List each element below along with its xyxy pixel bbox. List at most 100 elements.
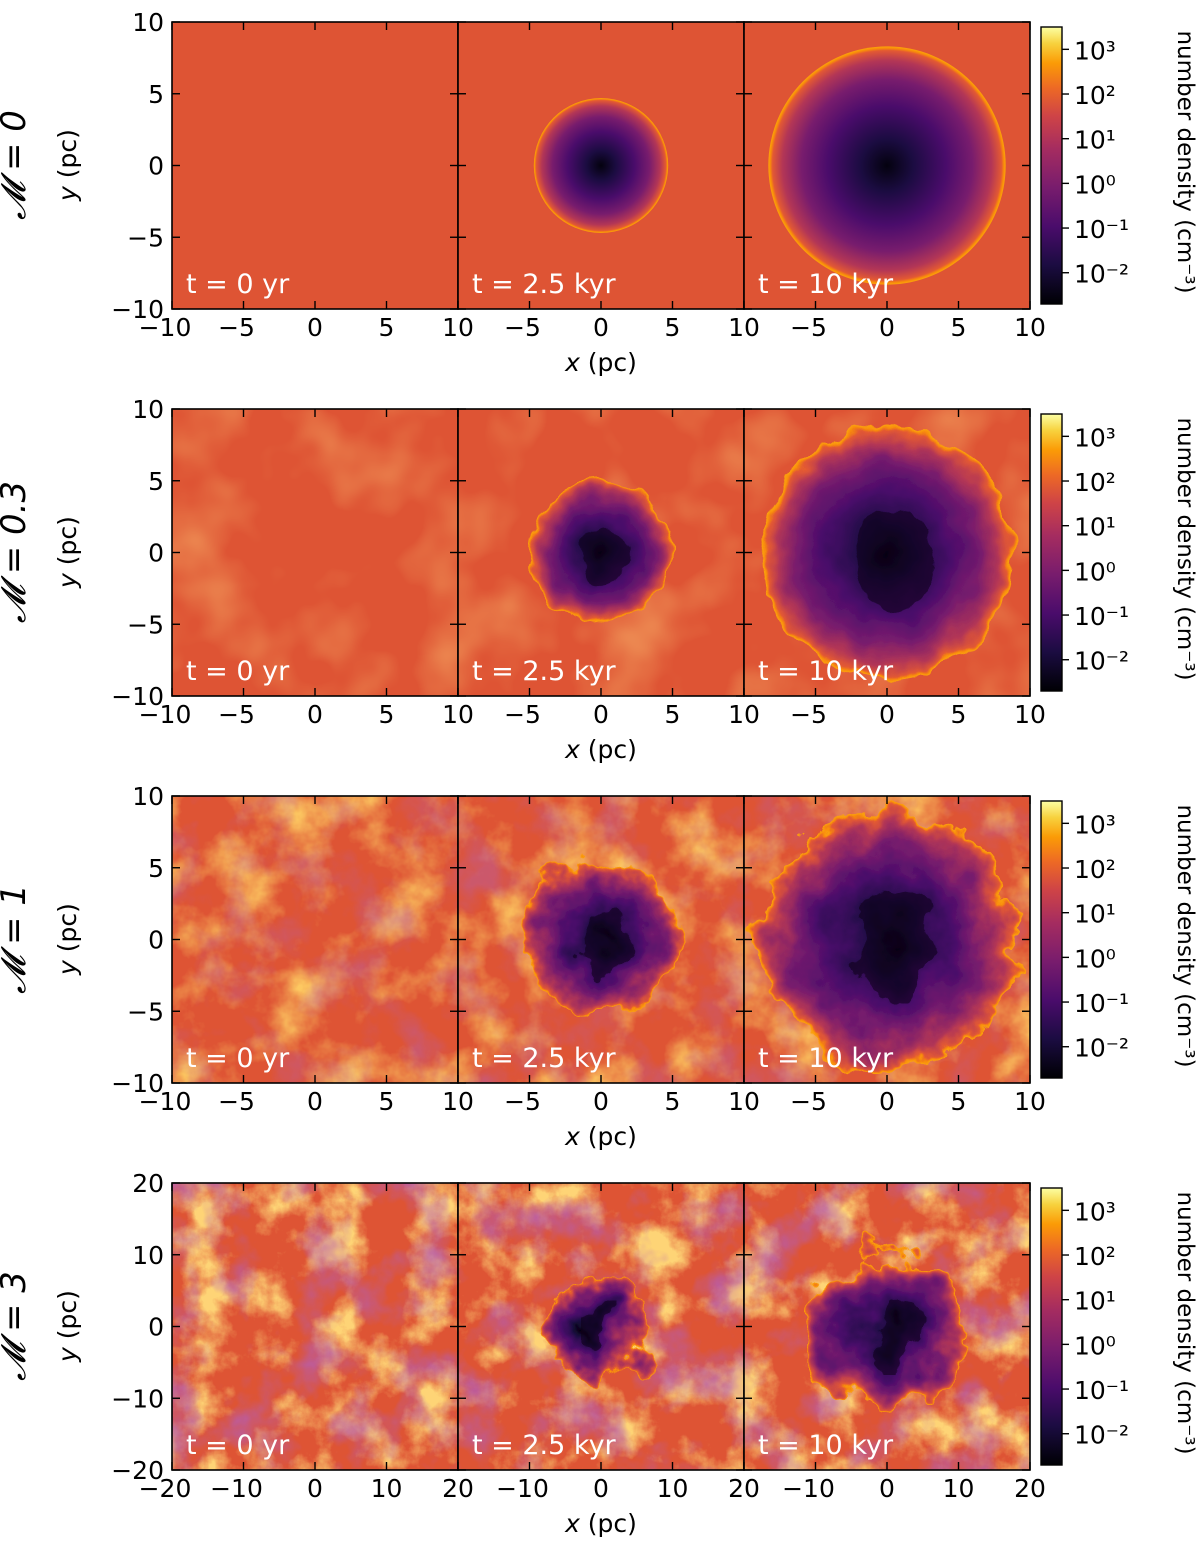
row-1: t = 0 yr t = 2.5 kyr t = 10 kyr −10 −5 0 5 10 −5…	[0, 395, 1198, 764]
y-axis-label: y (pc)	[53, 129, 82, 202]
y-tick-label: −10	[111, 1069, 164, 1098]
x-tick-label: 5	[379, 700, 395, 729]
x-tick-label: 5	[379, 313, 395, 342]
x-tick-label: −5	[218, 1087, 255, 1116]
colorbar: 10⁻² 10⁻¹ 10⁰ 10¹ 10² 10³ number density (cm⁻³…	[1040, 26, 1198, 305]
bubble-core	[579, 911, 631, 976]
colorbar-tick-label: 10⁰	[1074, 1331, 1116, 1360]
x-tick-label: 10	[371, 1474, 403, 1503]
y-tick-label: 5	[148, 854, 164, 883]
x-tick-label: −10	[496, 1474, 549, 1503]
colorbar-tick-label: 10¹	[1074, 513, 1116, 542]
ticks	[743, 795, 1031, 1084]
y-tick-label: −5	[127, 997, 164, 1026]
x-tick-label: 0	[593, 313, 609, 342]
y-tick-label: 0	[148, 539, 164, 568]
colorbar-frame	[1040, 800, 1063, 1079]
y-tick-label: 10	[132, 395, 164, 424]
y-tick-label: −10	[111, 295, 164, 324]
mach-label: 𝓜 = 1	[0, 884, 34, 994]
x-var: x	[564, 735, 580, 764]
y-var: y	[53, 959, 82, 976]
y-axis-label: y (pc)	[53, 903, 82, 976]
x-tick-label: 10	[728, 313, 760, 342]
x-tick-label: −10	[139, 700, 192, 729]
colorbar: 10⁻² 10⁻¹ 10⁰ 10¹ 10² 10³ number density (cm⁻³…	[1040, 800, 1198, 1079]
x-tick-label: 0	[879, 1474, 895, 1503]
density-map	[172, 409, 458, 696]
y-tick-label: −10	[111, 682, 164, 711]
row-0: t = 0 yr t = 2.5 kyr t = 10 kyr −10 −5 0 5 10 −5…	[0, 8, 1198, 377]
colorbar-tick-label: 10⁰	[1074, 944, 1116, 973]
x-tick-label: −5	[790, 700, 827, 729]
time-label: t = 10 kyr	[758, 1043, 894, 1074]
x-tick-label: −5	[790, 1087, 827, 1116]
time-label: t = 2.5 kyr	[472, 656, 617, 687]
colorbar-tick-label: 10²	[1074, 855, 1116, 884]
ambient-medium	[172, 22, 458, 309]
row-3: t = 0 yr t = 2.5 kyr t = 10 kyr −20 −10 0 10 20…	[0, 1169, 1198, 1538]
x-unit: (pc)	[580, 735, 637, 764]
density-map	[172, 1183, 458, 1470]
colorbar-tick-label: 10⁻²	[1074, 260, 1129, 289]
density-map	[744, 1183, 1030, 1470]
y-tick-label: 5	[148, 80, 164, 109]
turbulent-structure	[172, 409, 458, 696]
colorbar: 10⁻² 10⁻¹ 10⁰ 10¹ 10² 10³ number density (cm⁻³…	[1040, 1187, 1198, 1466]
density-map	[458, 1183, 744, 1470]
time-label: t = 2.5 kyr	[472, 269, 617, 300]
y-var: y	[53, 572, 82, 589]
y-tick-label: 0	[148, 152, 164, 181]
colorbar-tick-label: 10²	[1074, 1242, 1116, 1271]
x-tick-label: 10	[943, 1474, 975, 1503]
y-unit: (pc)	[53, 903, 82, 960]
x-tick-label: 0	[307, 313, 323, 342]
x-tick-label: 5	[951, 1087, 967, 1116]
density-map	[458, 409, 744, 696]
x-unit: (pc)	[580, 1509, 637, 1538]
colorbar-gradient	[1041, 27, 1062, 304]
y-tick-label: −20	[111, 1456, 164, 1485]
x-tick-label: 20	[728, 1474, 760, 1503]
x-tick-label: −5	[504, 1087, 541, 1116]
x-tick-label: −10	[210, 1474, 263, 1503]
bubble-core	[853, 508, 934, 610]
x-tick-label: 0	[879, 700, 895, 729]
y-tick-label: −5	[127, 223, 164, 252]
x-var: x	[564, 1509, 580, 1538]
y-tick-label: 0	[148, 926, 164, 955]
x-unit: (pc)	[580, 1122, 637, 1151]
time-label: t = 0 yr	[186, 269, 290, 300]
time-label: t = 0 yr	[186, 1043, 290, 1074]
time-label: t = 0 yr	[186, 656, 290, 687]
colorbar-tick-label: 10³	[1074, 1197, 1116, 1226]
x-tick-label: 0	[879, 1087, 895, 1116]
colorbar-tick-label: 10³	[1074, 423, 1116, 452]
x-tick-label: 10	[657, 1474, 689, 1503]
y-tick-label: 20	[132, 1169, 164, 1198]
colorbar-tick-label: 10²	[1074, 468, 1116, 497]
y-unit: (pc)	[53, 1290, 82, 1347]
colorbar-frame	[1040, 26, 1063, 305]
colorbar-gradient	[1041, 801, 1062, 1078]
y-tick-label: 10	[132, 782, 164, 811]
panel-3-0: t = 0 yr	[171, 1182, 459, 1471]
time-label: t = 10 kyr	[758, 656, 894, 687]
colorbar-tick-label: 10⁻²	[1074, 1421, 1129, 1450]
x-tick-label: 0	[879, 313, 895, 342]
y-tick-label: 0	[148, 1313, 164, 1342]
x-tick-label: 5	[665, 313, 681, 342]
colorbar-tick-label: 10⁻¹	[1074, 1376, 1129, 1405]
x-tick-label: 20	[1014, 1474, 1046, 1503]
ticks	[457, 21, 745, 310]
bubble	[533, 98, 669, 233]
y-tick-label: 10	[132, 1241, 164, 1270]
time-label: t = 10 kyr	[758, 269, 894, 300]
time-label: t = 10 kyr	[758, 1430, 894, 1461]
colorbar-label: number density (cm⁻³)	[1172, 30, 1198, 293]
y-tick-label: −10	[111, 1384, 164, 1413]
colorbar-tick-label: 10⁻¹	[1074, 602, 1129, 631]
y-unit: (pc)	[53, 516, 82, 573]
y-tick-label: −5	[127, 610, 164, 639]
